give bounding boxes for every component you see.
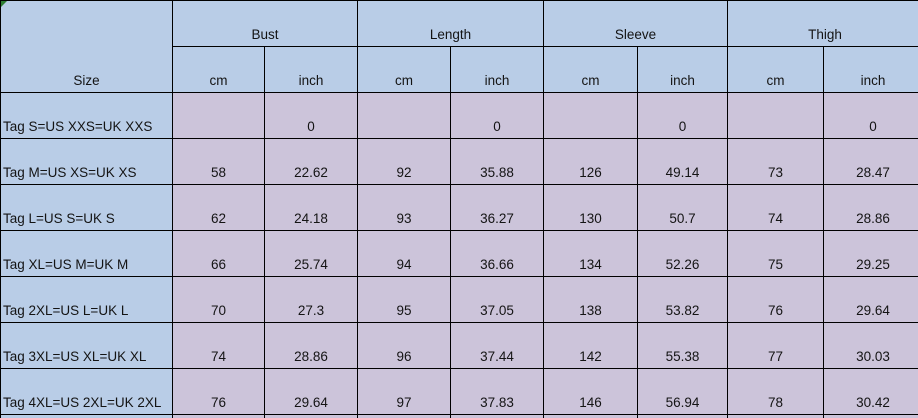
value-cell[interactable]	[172, 92, 265, 139]
table-row-partial	[0, 414, 918, 418]
value-cell[interactable]: 50.7	[637, 184, 729, 231]
size-column-header-cell[interactable]: Size	[0, 0, 173, 93]
group-header-bust[interactable]: Bust	[171, 0, 359, 47]
value-cell[interactable]: 0	[823, 92, 918, 139]
table-body: Tag S=US XXS=UK XXS 0 0 0 0 Tag M=US XS=UK XS…	[0, 92, 918, 418]
unit-header-cell[interactable]: cm	[543, 46, 639, 93]
value-cell[interactable]: 78	[727, 368, 825, 415]
value-cell[interactable]: 58	[172, 138, 265, 185]
value-cell[interactable]: 29.25	[823, 230, 918, 277]
value-cell[interactable]	[637, 414, 729, 418]
table-row: Tag L=US S=UK S 62 24.18 93 36.27 130 50.7 74 28…	[0, 184, 918, 231]
value-cell[interactable]: 70	[172, 276, 265, 323]
table-row: Tag M=US XS=UK XS 58 22.62 92 35.88 126 49.14 7…	[0, 138, 918, 185]
value-cell[interactable]	[727, 92, 825, 139]
value-cell[interactable]: 62	[172, 184, 265, 231]
value-cell[interactable]: 56.94	[637, 368, 729, 415]
unit-header-cell[interactable]: cm	[727, 46, 825, 93]
group-header-thigh[interactable]: Thigh	[727, 0, 918, 47]
value-cell[interactable]	[543, 92, 639, 139]
unit-header-cell[interactable]: inch	[823, 46, 918, 93]
value-cell[interactable]	[450, 414, 545, 418]
table-row: Tag 4XL=US 2XL=UK 2XL 76 29.64 97 37.83 146 56…	[0, 368, 918, 415]
group-header-row: Size Bust Length Sleeve Thigh	[0, 0, 918, 93]
value-cell[interactable]: 0	[263, 92, 359, 139]
unit-header-cell[interactable]: inch	[450, 46, 545, 93]
value-cell[interactable]: 66	[172, 230, 265, 277]
value-cell[interactable]: 36.27	[450, 184, 545, 231]
value-cell[interactable]: 49.14	[637, 138, 729, 185]
value-cell[interactable]: 36.66	[450, 230, 545, 277]
value-cell[interactable]: 0	[637, 92, 729, 139]
value-cell[interactable]: 126	[543, 138, 639, 185]
value-cell[interactable]: 30.03	[823, 322, 918, 369]
value-cell[interactable]: 29.64	[263, 368, 359, 415]
value-cell[interactable]: 134	[543, 230, 639, 277]
size-cell[interactable]: Tag M=US XS=UK XS	[0, 138, 173, 185]
size-cell[interactable]: Tag L=US S=UK S	[0, 184, 173, 231]
value-cell[interactable]	[263, 414, 359, 418]
value-cell[interactable]: 27.3	[263, 276, 359, 323]
value-cell[interactable]: 146	[543, 368, 639, 415]
value-cell[interactable]: 52.26	[637, 230, 729, 277]
value-cell[interactable]: 74	[172, 322, 265, 369]
size-cell[interactable]: Tag S=US XXS=UK XXS	[0, 92, 173, 139]
table-row: Tag 2XL=US L=UK L 70 27.3 95 37.05 138 53.82 76…	[0, 276, 918, 323]
value-cell[interactable]: 76	[172, 368, 265, 415]
value-cell[interactable]: 35.88	[450, 138, 545, 185]
value-cell[interactable]: 28.86	[263, 322, 359, 369]
size-cell[interactable]	[0, 414, 173, 418]
value-cell[interactable]: 77	[727, 322, 825, 369]
size-cell[interactable]: Tag 4XL=US 2XL=UK 2XL	[0, 368, 173, 415]
unit-header-cell[interactable]: cm	[172, 46, 265, 93]
value-cell[interactable]: 22.62	[263, 138, 359, 185]
value-cell[interactable]	[543, 414, 639, 418]
size-cell[interactable]: Tag 3XL=US XL=UK XL	[0, 322, 173, 369]
value-cell[interactable]: 53.82	[637, 276, 729, 323]
value-cell[interactable]: 28.86	[823, 184, 918, 231]
value-cell[interactable]: 74	[727, 184, 825, 231]
value-cell[interactable]: 30.42	[823, 368, 918, 415]
value-cell[interactable]: 25.74	[263, 230, 359, 277]
group-header-length[interactable]: Length	[357, 0, 545, 47]
value-cell[interactable]: 76	[727, 276, 825, 323]
value-cell[interactable]	[172, 414, 265, 418]
value-cell[interactable]: 28.47	[823, 138, 918, 185]
value-cell[interactable]: 94	[357, 230, 452, 277]
value-cell[interactable]: 130	[543, 184, 639, 231]
value-cell[interactable]: 0	[450, 92, 545, 139]
value-cell[interactable]: 97	[357, 368, 452, 415]
value-cell[interactable]: 96	[357, 322, 452, 369]
value-cell[interactable]: 142	[543, 322, 639, 369]
value-cell[interactable]: 37.83	[450, 368, 545, 415]
unit-header-cell[interactable]: cm	[357, 46, 452, 93]
value-cell[interactable]: 37.05	[450, 276, 545, 323]
value-cell[interactable]	[357, 414, 452, 418]
value-cell[interactable]	[727, 414, 825, 418]
value-cell[interactable]: 24.18	[263, 184, 359, 231]
group-header-sleeve[interactable]: Sleeve	[543, 0, 729, 47]
cell-comment-triangle-icon	[1, 1, 7, 7]
size-cell[interactable]: Tag 2XL=US L=UK L	[0, 276, 173, 323]
value-cell[interactable]	[823, 414, 918, 418]
size-cell[interactable]: Tag XL=US M=UK M	[0, 230, 173, 277]
value-cell[interactable]: 93	[357, 184, 452, 231]
value-cell[interactable]: 29.64	[823, 276, 918, 323]
value-cell[interactable]: 73	[727, 138, 825, 185]
table-row: Tag 3XL=US XL=UK XL 74 28.86 96 37.44 142 55.3…	[0, 322, 918, 369]
value-cell[interactable]: 138	[543, 276, 639, 323]
unit-header-cell[interactable]: inch	[637, 46, 729, 93]
unit-header-cell[interactable]: inch	[263, 46, 359, 93]
table-row: Tag XL=US M=UK M 66 25.74 94 36.66 134 52.26 75…	[0, 230, 918, 277]
value-cell[interactable]	[357, 92, 452, 139]
value-cell[interactable]: 92	[357, 138, 452, 185]
unit-header-row: cm inch cm inch cm inch cm inch	[1, 46, 918, 93]
value-cell[interactable]: 95	[357, 276, 452, 323]
value-cell[interactable]: 37.44	[450, 322, 545, 369]
value-cell[interactable]: 75	[727, 230, 825, 277]
table-row: Tag S=US XXS=UK XXS 0 0 0 0	[0, 92, 918, 139]
value-cell[interactable]: 55.38	[637, 322, 729, 369]
